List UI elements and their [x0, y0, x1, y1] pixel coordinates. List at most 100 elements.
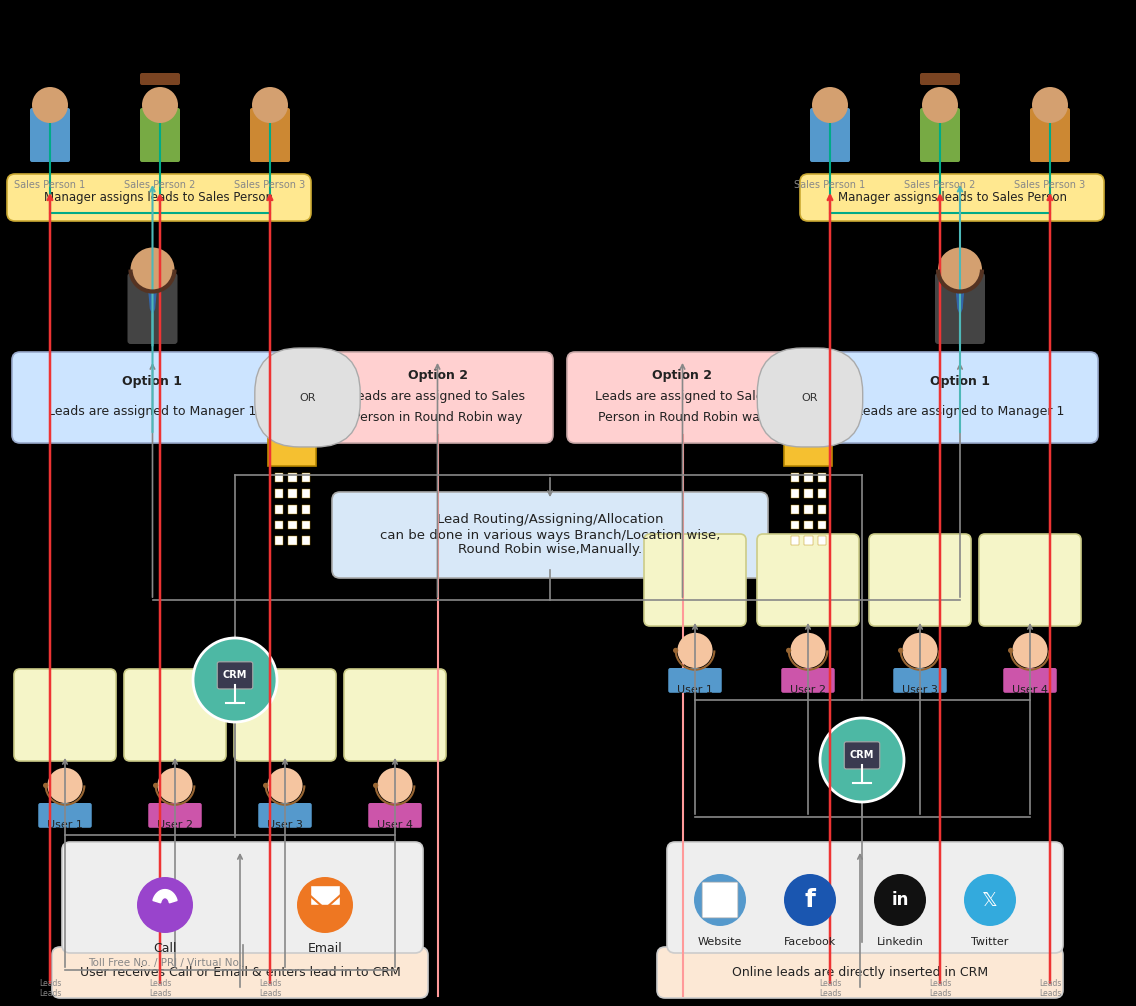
FancyBboxPatch shape [782, 668, 835, 693]
FancyBboxPatch shape [332, 492, 768, 578]
FancyBboxPatch shape [935, 273, 985, 344]
Text: Leads
Leads: Leads Leads [39, 979, 61, 998]
FancyBboxPatch shape [791, 520, 800, 529]
FancyBboxPatch shape [804, 536, 812, 545]
Circle shape [158, 768, 193, 803]
Text: User 3: User 3 [267, 821, 303, 830]
FancyBboxPatch shape [844, 741, 879, 769]
Circle shape [48, 768, 83, 803]
Circle shape [694, 874, 746, 926]
Text: Website: Website [698, 937, 742, 947]
Text: Leads are assigned to Manager 1: Leads are assigned to Manager 1 [855, 404, 1064, 417]
Circle shape [142, 87, 178, 123]
FancyBboxPatch shape [301, 536, 310, 545]
FancyBboxPatch shape [289, 505, 296, 513]
FancyBboxPatch shape [7, 174, 311, 221]
FancyBboxPatch shape [289, 473, 296, 482]
FancyBboxPatch shape [301, 473, 310, 482]
Circle shape [264, 783, 268, 788]
FancyBboxPatch shape [12, 352, 293, 443]
Text: User 1: User 1 [47, 821, 83, 830]
FancyBboxPatch shape [310, 885, 341, 905]
Circle shape [938, 247, 982, 292]
Text: CRM: CRM [850, 750, 875, 761]
FancyBboxPatch shape [668, 668, 721, 693]
Text: OR: OR [802, 392, 818, 402]
Circle shape [820, 718, 904, 802]
FancyBboxPatch shape [39, 803, 92, 828]
FancyBboxPatch shape [791, 505, 800, 513]
Text: Sales Person 2: Sales Person 2 [904, 180, 976, 190]
Text: User 1: User 1 [677, 685, 713, 695]
Circle shape [902, 633, 937, 668]
FancyBboxPatch shape [979, 534, 1081, 626]
FancyBboxPatch shape [800, 174, 1104, 221]
Text: Leads are assigned to Manager 1: Leads are assigned to Manager 1 [49, 404, 257, 417]
FancyBboxPatch shape [818, 536, 826, 545]
FancyBboxPatch shape [344, 669, 446, 761]
Circle shape [1008, 648, 1013, 653]
Polygon shape [149, 286, 157, 314]
Text: Leads are assigned to Sales: Leads are assigned to Sales [595, 390, 770, 403]
Circle shape [32, 87, 68, 123]
FancyBboxPatch shape [301, 489, 310, 498]
Text: Linkedin: Linkedin [877, 937, 924, 947]
Text: User 3: User 3 [902, 685, 938, 695]
FancyBboxPatch shape [275, 473, 283, 482]
Text: Toll Free No. / PRI / Virtual No.: Toll Free No. / PRI / Virtual No. [87, 958, 242, 968]
Circle shape [784, 874, 836, 926]
FancyBboxPatch shape [757, 534, 859, 626]
FancyBboxPatch shape [234, 669, 336, 761]
FancyBboxPatch shape [818, 473, 826, 482]
FancyBboxPatch shape [657, 947, 1063, 998]
Circle shape [137, 877, 193, 933]
FancyBboxPatch shape [667, 842, 1063, 953]
Circle shape [153, 783, 158, 788]
Circle shape [193, 638, 277, 722]
Circle shape [373, 783, 378, 788]
Circle shape [812, 87, 847, 123]
Text: Twitter: Twitter [971, 937, 1009, 947]
FancyBboxPatch shape [258, 803, 311, 828]
Text: Person in Round Robin way: Person in Round Robin way [353, 411, 523, 425]
Text: User 4: User 4 [377, 821, 414, 830]
FancyBboxPatch shape [818, 520, 826, 529]
FancyBboxPatch shape [822, 352, 1099, 443]
Text: Leads
Leads: Leads Leads [1038, 979, 1061, 998]
Circle shape [1031, 87, 1068, 123]
FancyBboxPatch shape [784, 378, 832, 466]
FancyBboxPatch shape [368, 803, 421, 828]
Circle shape [874, 874, 926, 926]
FancyBboxPatch shape [62, 842, 423, 953]
FancyBboxPatch shape [140, 108, 179, 162]
FancyBboxPatch shape [791, 473, 800, 482]
FancyBboxPatch shape [804, 520, 812, 529]
FancyBboxPatch shape [702, 882, 738, 917]
FancyBboxPatch shape [275, 520, 283, 529]
Text: Sales Person 1: Sales Person 1 [794, 180, 866, 190]
Text: User 4: User 4 [1012, 685, 1049, 695]
Text: Option 2: Option 2 [408, 368, 468, 381]
Text: User 2: User 2 [790, 685, 826, 695]
FancyBboxPatch shape [1003, 668, 1056, 693]
FancyBboxPatch shape [920, 73, 960, 85]
FancyBboxPatch shape [301, 505, 310, 513]
Text: f: f [804, 888, 816, 912]
Circle shape [43, 783, 48, 788]
Circle shape [131, 247, 175, 292]
Text: Call: Call [153, 942, 177, 955]
FancyBboxPatch shape [124, 669, 226, 761]
FancyBboxPatch shape [301, 520, 310, 529]
FancyBboxPatch shape [791, 489, 800, 498]
Text: Leads are assigned to Sales: Leads are assigned to Sales [350, 390, 525, 403]
Circle shape [964, 874, 1016, 926]
FancyBboxPatch shape [818, 489, 826, 498]
FancyBboxPatch shape [893, 668, 946, 693]
Text: Manager assigns leads to Sales Person: Manager assigns leads to Sales Person [44, 191, 274, 204]
Circle shape [677, 633, 712, 668]
Text: Lead Routing/Assigning/Allocation
can be done in various ways Branch/Location wi: Lead Routing/Assigning/Allocation can be… [379, 513, 720, 556]
FancyBboxPatch shape [567, 352, 797, 443]
FancyBboxPatch shape [275, 505, 283, 513]
Text: Option 1: Option 1 [123, 374, 183, 387]
FancyBboxPatch shape [289, 520, 296, 529]
